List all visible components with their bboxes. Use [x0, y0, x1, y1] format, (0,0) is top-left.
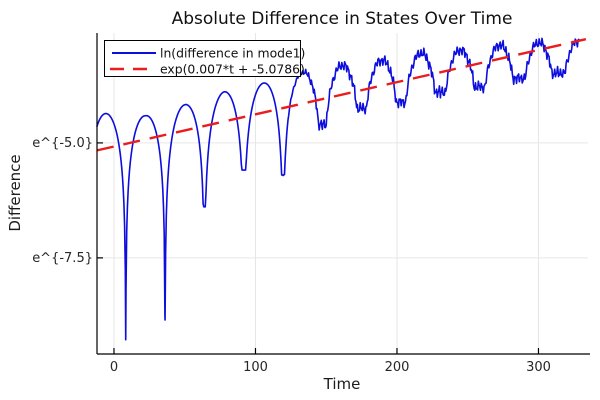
legend-entry-red-fit: exp(0.007*t + -5.0786) [160, 62, 305, 77]
red-fit-line [96, 37, 587, 152]
legend: ln(difference in mode1) exp(0.007*t + -5… [104, 40, 305, 77]
x-tick-label-300: 300 [526, 360, 551, 375]
x-tick-label-100: 100 [243, 360, 268, 375]
y-tick-label-e-7.5: e^{-7.5} [32, 251, 93, 266]
axes [96, 33, 590, 355]
y-tick-labels: e^{-5.0} e^{-7.5} [32, 136, 93, 266]
legend-entry-blue-series: ln(difference in mode1) [160, 46, 305, 61]
y-axis-label: Difference [6, 154, 24, 231]
blue-series-line [96, 37, 580, 341]
x-tick-label-0: 0 [110, 360, 118, 375]
x-tick-label-200: 200 [385, 360, 410, 375]
series-lines [96, 37, 587, 341]
gridlines [97, 33, 588, 354]
y-tick-label-e-5: e^{-5.0} [32, 136, 93, 151]
chart-title: Absolute Difference in States Over Time [172, 9, 513, 29]
x-axis-label: Time [323, 375, 361, 393]
x-tick-labels: 0 100 200 300 [110, 360, 551, 375]
legend-box [104, 40, 301, 77]
